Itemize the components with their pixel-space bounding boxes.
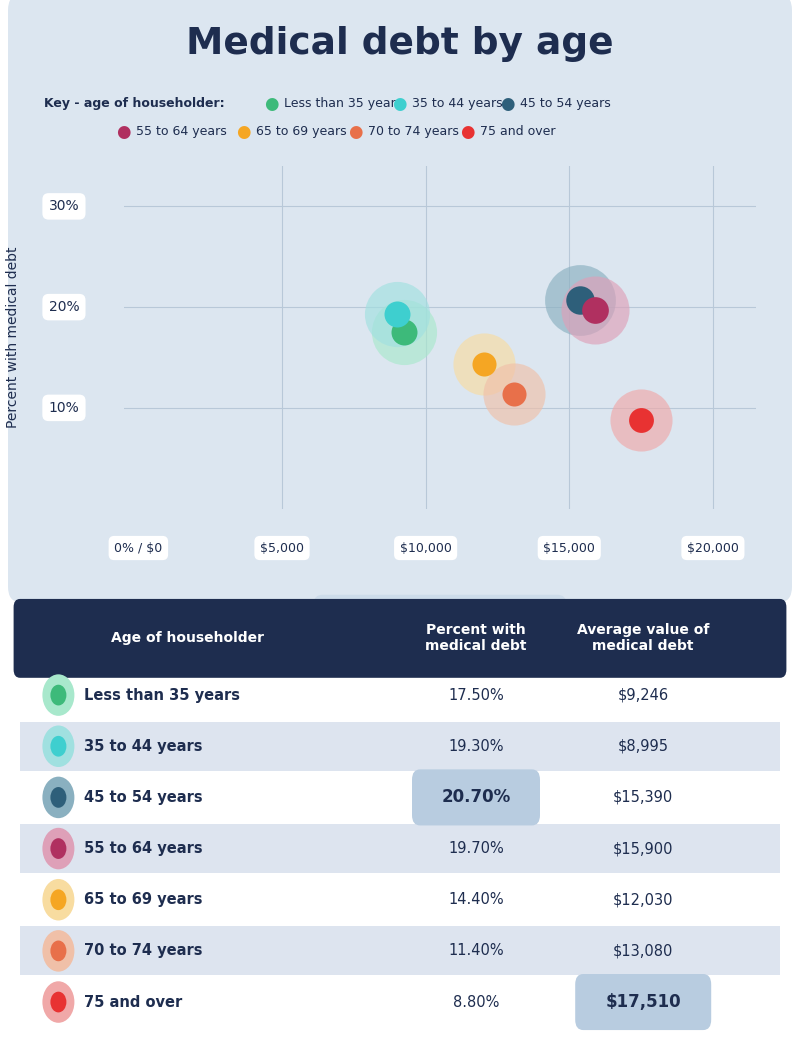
Text: $15,900: $15,900 [613,841,674,856]
Text: ●: ● [348,122,362,141]
Text: $9,246: $9,246 [618,687,669,703]
Text: 19.70%: 19.70% [448,841,504,856]
Text: Percent with
medical debt: Percent with medical debt [426,623,526,654]
Text: 70 to 74 years: 70 to 74 years [84,944,202,958]
Point [635,412,648,429]
Text: Age of householder: Age of householder [110,631,264,646]
Text: 20.70%: 20.70% [442,789,510,807]
Text: ●: ● [500,94,514,113]
Text: 75 and over: 75 and over [480,126,555,138]
Point [398,324,410,340]
Text: 20%: 20% [49,300,79,315]
Text: Less than 35 years: Less than 35 years [284,98,402,110]
Text: 0% / $0: 0% / $0 [114,542,162,554]
Text: 19.30%: 19.30% [448,739,504,754]
Text: $15,000: $15,000 [543,542,595,554]
Point [390,306,403,323]
Text: 70 to 74 years: 70 to 74 years [368,126,459,138]
Text: Less than 35 years: Less than 35 years [84,687,240,703]
Text: 75 and over: 75 and over [84,994,182,1010]
Text: $13,080: $13,080 [613,944,674,958]
Point [478,355,490,372]
Text: 55 to 64 years: 55 to 64 years [84,841,202,856]
Text: 45 to 54 years: 45 to 54 years [84,790,202,804]
Text: $5,000: $5,000 [260,542,304,554]
Text: 55 to 64 years: 55 to 64 years [136,126,226,138]
Text: 65 to 69 years: 65 to 69 years [84,893,202,907]
Point [574,292,587,308]
Point [390,306,403,323]
Text: $8,995: $8,995 [618,739,669,754]
Point [635,412,648,429]
Text: ●: ● [392,94,406,113]
Text: ●: ● [264,94,278,113]
Text: $12,030: $12,030 [613,893,674,907]
Text: 14.40%: 14.40% [448,893,504,907]
Point [574,292,587,308]
Text: 35 to 44 years: 35 to 44 years [84,739,202,754]
Point [398,324,410,340]
Text: $20,000: $20,000 [687,542,739,554]
Text: 10%: 10% [49,401,79,415]
Text: Percent with medical debt: Percent with medical debt [6,247,21,428]
Text: Average value of medical debt: Average value of medical debt [322,604,558,619]
Text: ●: ● [460,122,474,141]
Text: Average value of
medical debt: Average value of medical debt [577,623,710,654]
Point [508,385,521,402]
Text: $15,390: $15,390 [613,790,674,804]
Text: 35 to 44 years: 35 to 44 years [412,98,502,110]
Point [589,302,602,319]
Text: $10,000: $10,000 [400,542,451,554]
Text: Key - age of householder:: Key - age of householder: [44,98,225,110]
Point [508,385,521,402]
Point [478,355,490,372]
Text: 45 to 54 years: 45 to 54 years [520,98,610,110]
Text: ●: ● [116,122,130,141]
Text: $17,510: $17,510 [606,993,681,1011]
Text: Medical debt by age: Medical debt by age [186,26,614,62]
Text: ●: ● [236,122,250,141]
Text: 8.80%: 8.80% [453,994,499,1010]
Text: 30%: 30% [49,199,79,214]
Text: 65 to 69 years: 65 to 69 years [256,126,346,138]
Text: 17.50%: 17.50% [448,687,504,703]
Text: 11.40%: 11.40% [448,944,504,958]
Point [589,302,602,319]
